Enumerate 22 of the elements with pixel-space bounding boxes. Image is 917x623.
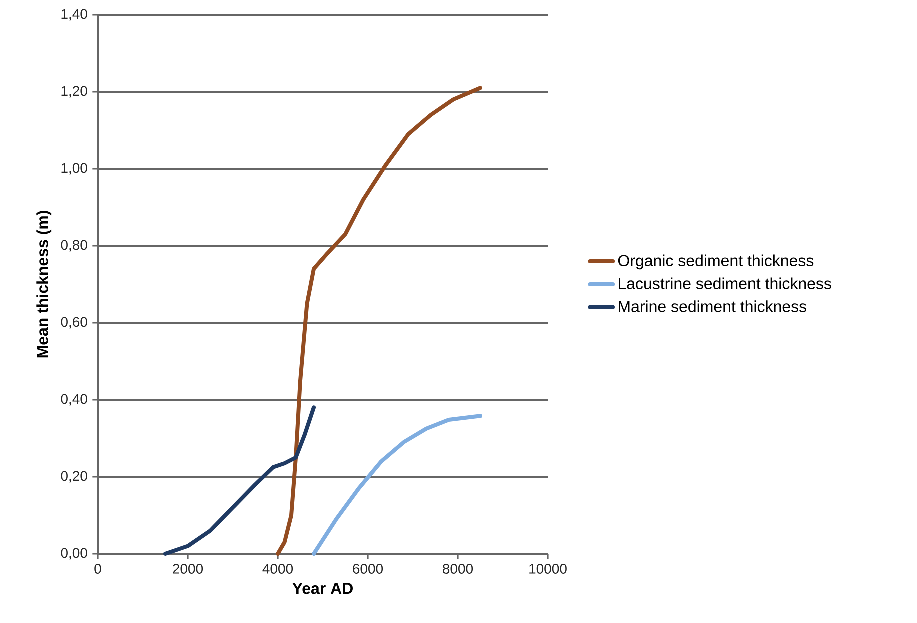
- x-axis-title: Year AD: [292, 583, 353, 594]
- legend-label: Organic sediment thickness: [618, 254, 814, 270]
- x-tick-label: 8000: [443, 564, 474, 574]
- x-tick-label: 10000: [530, 564, 567, 574]
- line-series: [164, 406, 316, 556]
- x-tick-label: 4000: [262, 564, 294, 574]
- line-series: [312, 414, 483, 556]
- x-tick-label: 0: [94, 564, 102, 574]
- y-tick-label: 0,20: [61, 471, 88, 483]
- y-tick-label: 0,60: [61, 317, 88, 329]
- legend-label: Marine sediment thickness: [619, 300, 806, 312]
- x-tick-label: 2000: [173, 564, 204, 574]
- y-tick-label: 0,80: [61, 240, 88, 252]
- line-series: [276, 86, 483, 556]
- y-tick-label: 0,40: [61, 394, 88, 406]
- x-tick-label: 6000: [353, 564, 384, 574]
- y-tick-label: 0,00: [61, 548, 88, 560]
- y-tick-label: 1,20: [62, 86, 88, 98]
- y-tick-label: 1,00: [62, 163, 88, 175]
- legend-label: Lacustrine sediment thickness: [619, 278, 832, 290]
- y-axis-title: Mean thickness (m): [36, 211, 52, 358]
- y-tick-label: 1,40: [62, 9, 88, 21]
